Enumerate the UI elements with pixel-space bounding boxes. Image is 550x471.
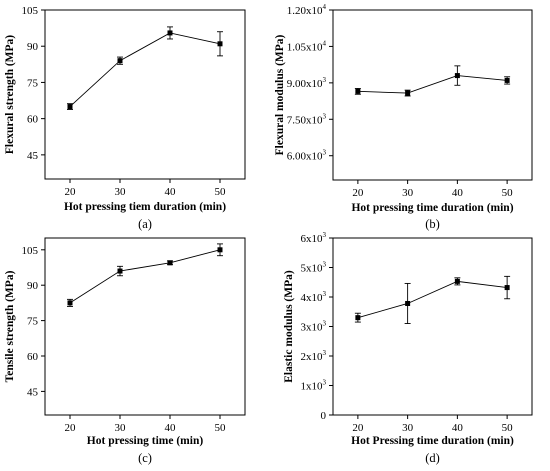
data-point — [217, 41, 223, 47]
data-point — [504, 285, 510, 291]
data-point — [67, 104, 73, 110]
panel-d-elastic-modulus: 20 30 40 50 0 1x103 2x103 3x103 4x103 5x103 6x103 H… — [283, 231, 533, 465]
data-point — [117, 58, 123, 64]
y-tick-label: 105 — [22, 5, 39, 17]
x-tick-label: 20 — [352, 422, 364, 434]
y-tick-label: 1x103 — [301, 379, 327, 393]
y-tick-label: 105 — [22, 245, 39, 257]
data-point — [504, 77, 510, 83]
x-tick-label: 30 — [402, 422, 414, 434]
x-tick-label: 20 — [65, 186, 77, 198]
x-tick-label: 40 — [165, 422, 177, 434]
x-tick-label: 20 — [352, 187, 364, 199]
plot-frame — [44, 237, 246, 416]
data-point — [355, 315, 361, 321]
x-axis-label: Hot pressing tiem duration (min) — [64, 201, 226, 213]
y-tick-label: 5x103 — [301, 261, 327, 275]
data-point — [355, 88, 361, 94]
plot-frame — [332, 237, 533, 416]
data-point — [454, 73, 460, 79]
y-tick-label: 60 — [27, 114, 39, 126]
y-tick-label: 60 — [27, 351, 39, 363]
y-axis-label: Flexural modulus (MPa) — [274, 34, 286, 155]
x-tick-label: 30 — [115, 186, 127, 198]
series-line — [69, 32, 221, 107]
x-tick-label: 50 — [215, 422, 227, 434]
series-line — [69, 249, 221, 304]
x-tick-label: 50 — [215, 186, 227, 198]
y-tick-label: 9.00x103 — [287, 76, 327, 90]
panel-b-flexural-modulus: 20 30 40 50 6.00x103 7.50x103 9.00x103 1.05x104… — [274, 3, 533, 231]
y-tick-label: 45 — [27, 386, 39, 398]
x-tick-label: 40 — [165, 186, 177, 198]
y-tick-label: 0 — [321, 410, 327, 422]
x-tick-label: 30 — [402, 187, 414, 199]
y-tick-label: 6x103 — [301, 231, 327, 245]
data-point — [117, 268, 123, 274]
x-axis-label: Hot pressing time duration (min) — [351, 202, 513, 214]
y-tick-label: 90 — [27, 280, 39, 292]
series-line — [357, 75, 508, 94]
data-point — [405, 90, 411, 96]
y-tick-label: 75 — [27, 77, 39, 89]
data-point — [454, 278, 460, 284]
panel-label: (b) — [425, 217, 440, 231]
x-axis-label: Hot Pressing time duration (min) — [351, 435, 514, 447]
y-tick-label: 45 — [27, 150, 39, 162]
y-axis-label: Tensile strength (MPa) — [4, 270, 16, 382]
y-tick-label: 1.20x104 — [287, 3, 327, 17]
x-tick-label: 50 — [502, 422, 514, 434]
y-tick-label: 4x103 — [301, 290, 327, 304]
y-tick-label: 3x103 — [301, 320, 327, 334]
data-point — [217, 247, 223, 253]
y-tick-label: 6.00x103 — [287, 149, 327, 163]
data-point — [167, 30, 173, 36]
data-point — [405, 300, 411, 306]
plot-frame — [332, 9, 533, 181]
y-tick-label: 2x103 — [301, 349, 327, 363]
y-tick-label: 75 — [27, 316, 39, 328]
x-tick-label: 50 — [502, 187, 514, 199]
x-tick-label: 30 — [115, 422, 127, 434]
y-axis-label: Flexural strength (MPa) — [4, 35, 16, 154]
panel-label: (a) — [138, 217, 152, 231]
panel-label: (c) — [138, 451, 152, 465]
y-axis-label: Elastic modulus (MPa) — [283, 270, 295, 383]
data-point — [67, 300, 73, 306]
y-tick-label: 7.50x103 — [287, 112, 327, 126]
plot-frame — [44, 9, 246, 180]
panel-a-flexural-strength: 20 30 40 50 45 60 75 90 105 Hot pressing tiem dur… — [4, 5, 246, 231]
series-line — [357, 280, 508, 319]
x-tick-label: 20 — [65, 422, 77, 434]
data-point — [167, 260, 173, 266]
x-tick-label: 40 — [452, 422, 464, 434]
x-tick-label: 40 — [452, 187, 464, 199]
y-tick-label: 90 — [27, 41, 39, 53]
y-tick-label: 1.05x104 — [287, 39, 327, 53]
panel-c-tensile-strength: 20 30 40 50 45 60 75 90 105 Hot pressing time (mi… — [4, 237, 246, 465]
panel-label: (d) — [425, 451, 440, 465]
x-axis-label: Hot pressing time (min) — [87, 435, 204, 447]
